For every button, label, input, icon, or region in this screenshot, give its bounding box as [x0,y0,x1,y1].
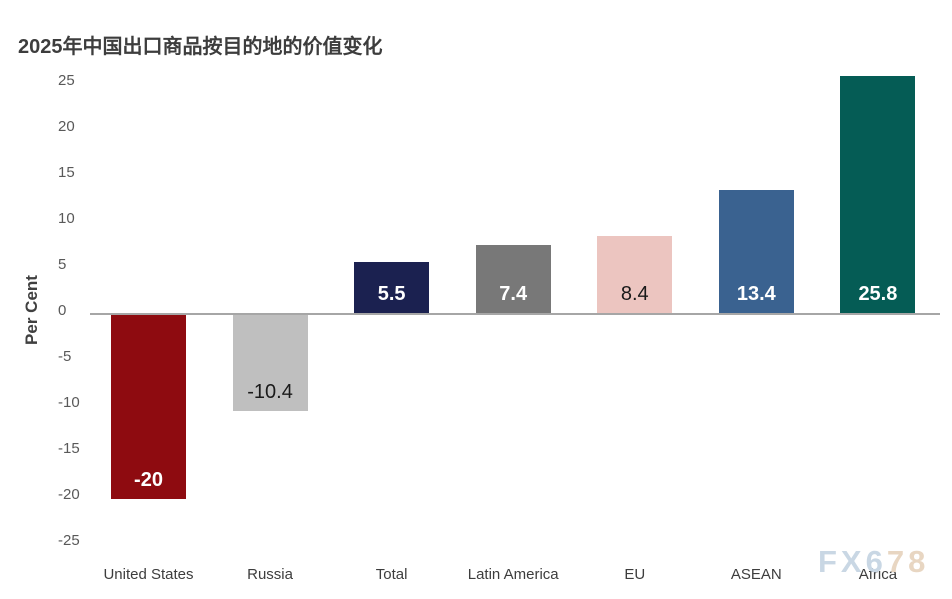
bar-value-label: 8.4 [620,282,649,305]
bar-value-label: 25.8 [858,282,898,305]
bar-value-label: -10.4 [247,380,293,403]
bar-africa: 25.8 [840,75,916,313]
bar-russia: -10.4 [232,315,308,411]
y-tick-label: -20 [58,486,80,503]
y-tick-label: 10 [58,210,75,227]
bar-value-label: 5.5 [377,282,406,305]
y-tick-label: 5 [58,256,67,273]
watermark-part-tan: 78 [886,544,930,579]
zero-axis-line [90,313,940,315]
category-label-latin-america: Latin America [467,566,559,583]
category-label-eu: EU [624,566,646,583]
y-tick-label: 20 [58,118,75,135]
y-tick-label: -5 [58,348,72,365]
category-label-russia: Russia [247,566,293,583]
bar-eu: 8.4 [597,235,673,313]
bar-value-label: 7.4 [499,282,528,305]
y-tick-label: 25 [58,72,75,89]
category-label-united-states: United States [103,566,194,583]
bar-united-states: -20 [111,315,186,499]
bar-asean: 13.4 [718,189,794,313]
chart-title: 2025年中国出口商品按目的地的价值变化 [18,36,383,58]
y-tick-label: -25 [58,532,80,549]
bar-latin-america: 7.4 [475,244,551,313]
y-tick-label: -15 [58,440,80,457]
bar-value-label: -20 [134,469,163,491]
bar-total: 5.5 [354,262,430,313]
watermark: FX678 [818,544,929,580]
y-tick-label: -10 [58,394,80,411]
watermark-part-blue: FX6 [818,544,887,579]
y-tick-label: 15 [58,164,75,181]
category-label-total: Total [375,566,408,583]
category-label-asean: ASEAN [730,566,782,583]
category-label-africa: Africa [858,566,898,583]
bar-value-label: 13.4 [736,282,776,305]
y-tick-label: 0 [58,302,67,319]
